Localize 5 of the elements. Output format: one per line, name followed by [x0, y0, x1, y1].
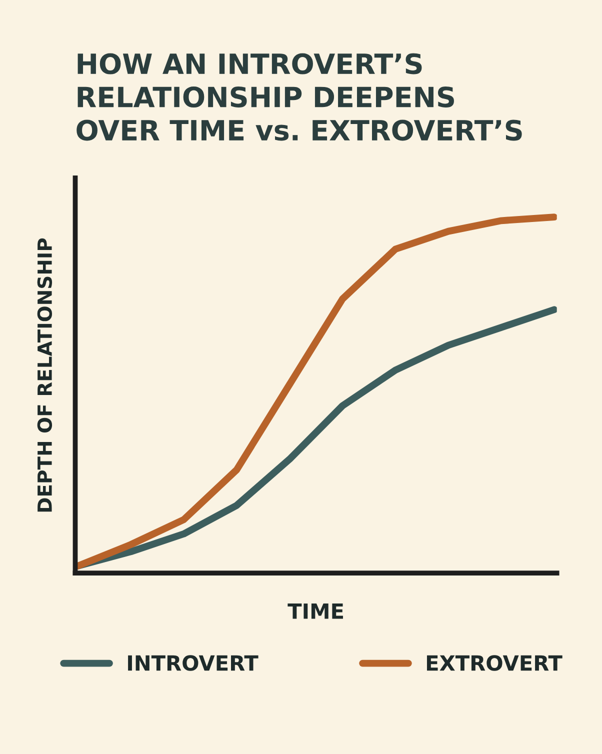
x-axis-title: TIME: [288, 604, 343, 619]
legend-label: INTROVERT: [128, 655, 258, 671]
chart-title: HOW AN INTROVERT’S RELATIONSHIP DEEPENS OVER TIME vs. EXTROVERT’S: [76, 53, 522, 141]
y-axis-title: DEPTH OF RELATIONSHIP: [37, 238, 52, 512]
legend-label: EXTROVERT: [426, 655, 562, 671]
